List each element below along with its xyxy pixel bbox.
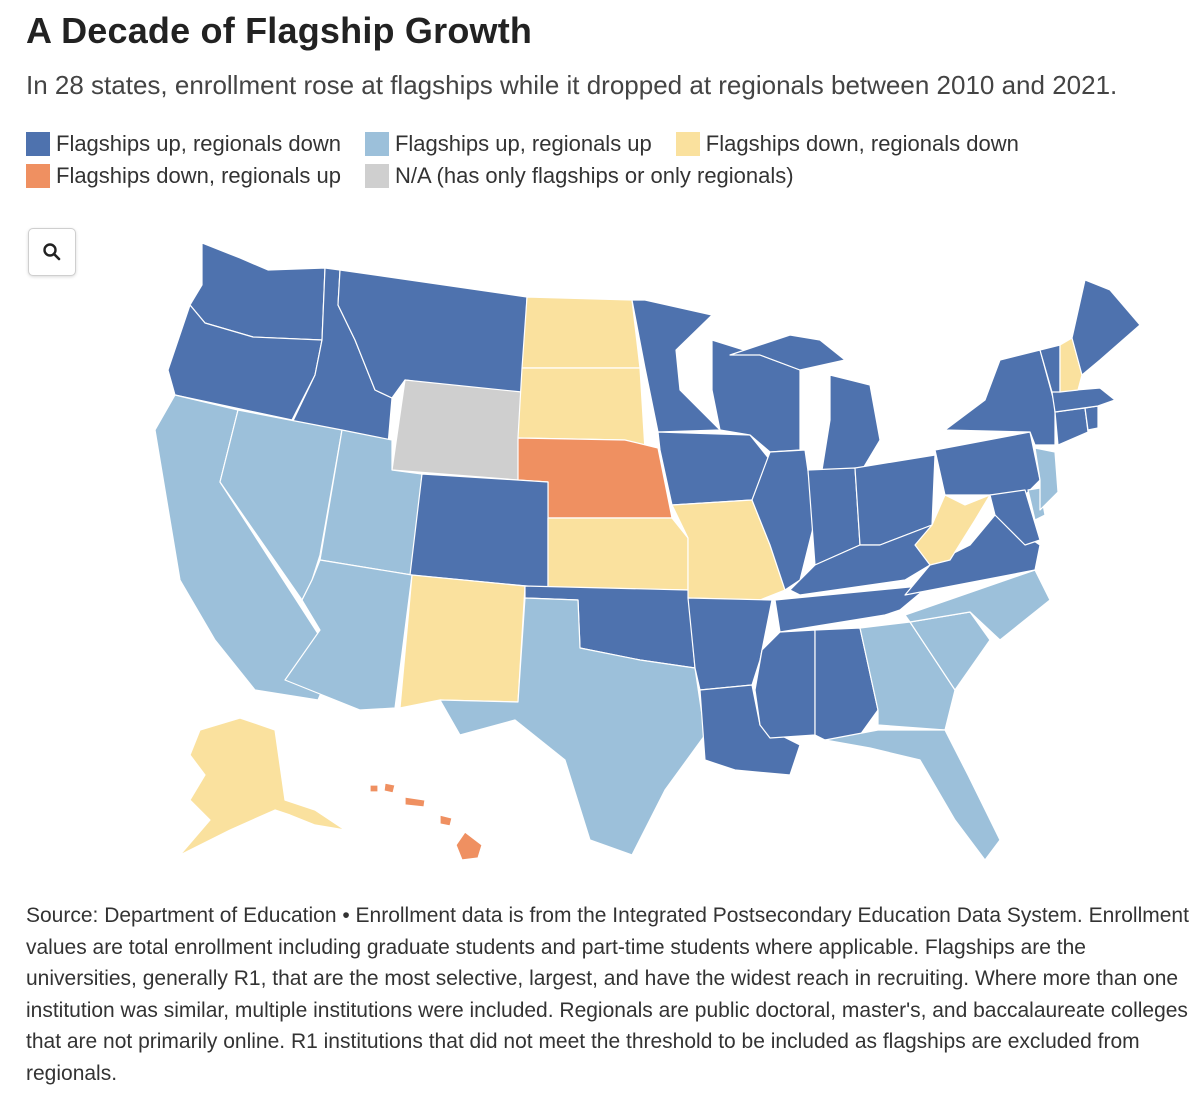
state-NM[interactable] — [399, 574, 526, 709]
legend-item-na: N/A (has only flagships or only regional… — [364, 163, 794, 189]
state-IA[interactable] — [657, 431, 771, 506]
state-MN[interactable] — [631, 299, 721, 433]
state-KS[interactable] — [547, 517, 689, 591]
state-PA[interactable] — [934, 431, 1041, 496]
state-MI-upper[interactable] — [729, 334, 846, 371]
legend-swatch-down-up — [26, 164, 50, 188]
legend-swatch-up-down — [26, 132, 50, 156]
state-MD[interactable] — [989, 489, 1041, 546]
state-IL[interactable] — [751, 449, 816, 591]
state-FL[interactable] — [824, 729, 1001, 861]
state-HI-oahu[interactable] — [383, 782, 396, 794]
state-AK[interactable] — [179, 717, 346, 856]
legend-item-down-up: Flagships down, regionals up — [26, 163, 341, 189]
chart-title: A Decade of Flagship Growth — [26, 10, 533, 51]
state-NH[interactable] — [1059, 337, 1083, 393]
legend-item-up-down: Flagships up, regionals down — [26, 131, 341, 157]
chart-subtitle: In 28 states, enrollment rose at flagshi… — [26, 70, 1118, 100]
state-VA[interactable] — [904, 514, 1041, 596]
state-ME[interactable] — [1071, 279, 1141, 376]
state-LA[interactable] — [699, 684, 801, 776]
legend-label-up-up: Flagships up, regionals up — [394, 131, 652, 156]
legend-label-na: N/A (has only flagships or only regional… — [394, 163, 794, 188]
source-note: Source: Department of Education • Enroll… — [26, 904, 1189, 1085]
state-AZ[interactable] — [284, 559, 413, 711]
legend: Flagships up, regionals down Flagships u… — [26, 128, 1043, 192]
state-WY[interactable] — [391, 379, 523, 481]
legend-item-up-up: Flagships up, regionals up — [364, 131, 652, 157]
state-RI[interactable] — [1084, 405, 1099, 431]
state-HI-molokai[interactable] — [404, 796, 426, 808]
state-HI-big-island[interactable] — [455, 831, 483, 861]
state-HI-maui[interactable] — [439, 814, 453, 827]
state-HI-kauai[interactable] — [369, 784, 379, 793]
state-CT[interactable] — [1054, 407, 1089, 446]
state-SD[interactable] — [517, 367, 646, 451]
legend-swatch-up-up — [364, 132, 389, 156]
state-TX[interactable] — [439, 597, 706, 856]
state-NY[interactable] — [944, 349, 1056, 446]
legend-row-2: Flagships down, regionals up N/A (has on… — [26, 160, 1043, 192]
zoom-button[interactable] — [28, 228, 76, 276]
state-WV[interactable] — [914, 494, 991, 566]
state-NJ[interactable] — [1034, 447, 1059, 511]
legend-label-down-up: Flagships down, regionals up — [56, 163, 341, 188]
legend-label-up-down: Flagships up, regionals down — [56, 131, 341, 156]
state-MS[interactable] — [754, 629, 816, 739]
us-state-map[interactable] — [0, 230, 1200, 870]
state-MA[interactable] — [1051, 387, 1116, 413]
legend-swatch-na — [364, 164, 389, 188]
state-CO[interactable] — [409, 473, 549, 589]
legend-swatch-down-down — [675, 132, 700, 156]
state-MI[interactable] — [821, 374, 881, 471]
state-ND[interactable] — [521, 296, 641, 369]
search-icon — [43, 243, 61, 261]
legend-item-down-down: Flagships down, regionals down — [675, 131, 1019, 157]
state-TN[interactable] — [774, 584, 931, 633]
legend-label-down-down: Flagships down, regionals down — [705, 131, 1019, 156]
legend-row-1: Flagships up, regionals down Flagships u… — [26, 128, 1043, 160]
